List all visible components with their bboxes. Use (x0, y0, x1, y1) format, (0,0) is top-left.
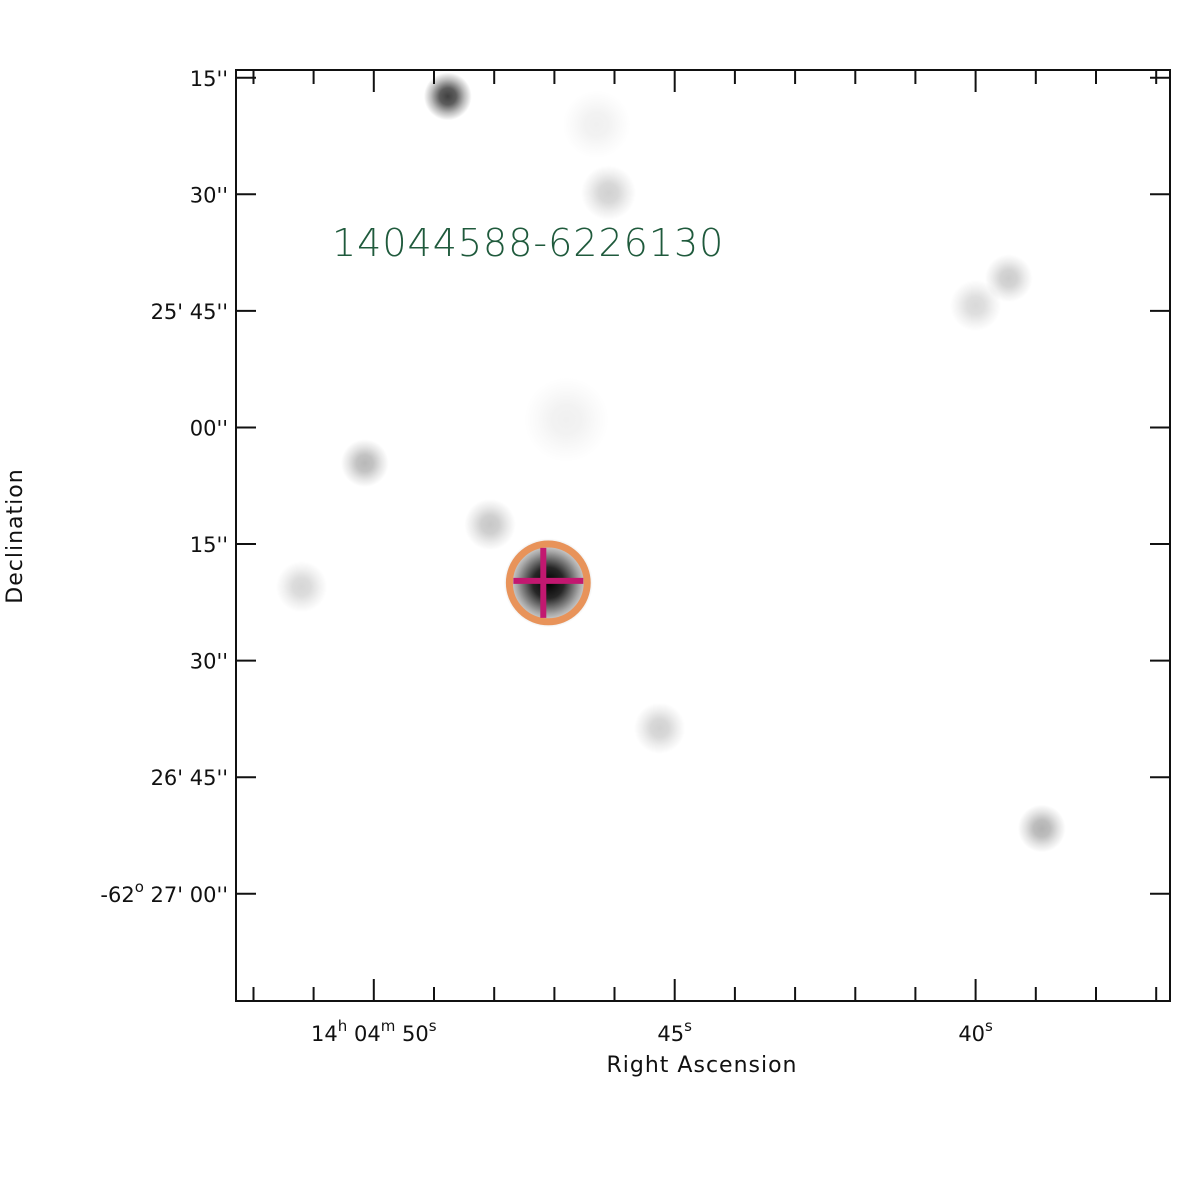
x-axis-title: Right Ascension (607, 1053, 798, 1078)
x-tick-label-1: 45s (657, 1017, 692, 1046)
target-circle (505, 540, 591, 626)
field-source-4 (581, 165, 636, 221)
field-source-5 (984, 254, 1033, 303)
y-tick-label-7: -62o 27' 00'' (100, 878, 228, 907)
field-source-10 (523, 377, 610, 463)
field-source-2 (340, 439, 389, 488)
y-tick-labels: 15'' 30'' 25' 45'' 00'' 15'' 30'' 26' 45'' -62o… (100, 67, 228, 907)
axis-ticks (236, 70, 1170, 1001)
x-tick-labels: 14h 04m 50s 45s 40s (311, 1017, 993, 1046)
y-tick-label-4: 15'' (190, 533, 228, 557)
y-axis-title: Declination (3, 468, 28, 603)
field-source-3 (464, 498, 516, 551)
y-tick-label-1: 30'' (190, 183, 228, 207)
y-tick-label-2: 25' 45'' (151, 300, 228, 324)
y-tick-label-3: 00'' (190, 417, 228, 441)
image-sources (276, 72, 1066, 853)
field-source-11 (562, 90, 631, 159)
field-source-7 (276, 561, 328, 613)
y-tick-label-6: 26' 45'' (151, 766, 228, 790)
field-source-1 (423, 72, 472, 121)
x-tick-label-0: 14h 04m 50s (311, 1017, 437, 1046)
x-tick-label-2: 40s (958, 1017, 993, 1046)
target-marker (505, 540, 591, 626)
field-source-6 (950, 279, 1002, 332)
y-tick-label-0: 15'' (190, 67, 228, 91)
source-label: 14044588-6226130 (332, 221, 724, 265)
field-source-8 (634, 702, 686, 754)
plot-frame (235, 69, 1171, 1002)
plot-background (236, 70, 1170, 1001)
field-source-9 (1017, 804, 1066, 853)
y-tick-label-5: 30'' (190, 650, 228, 674)
